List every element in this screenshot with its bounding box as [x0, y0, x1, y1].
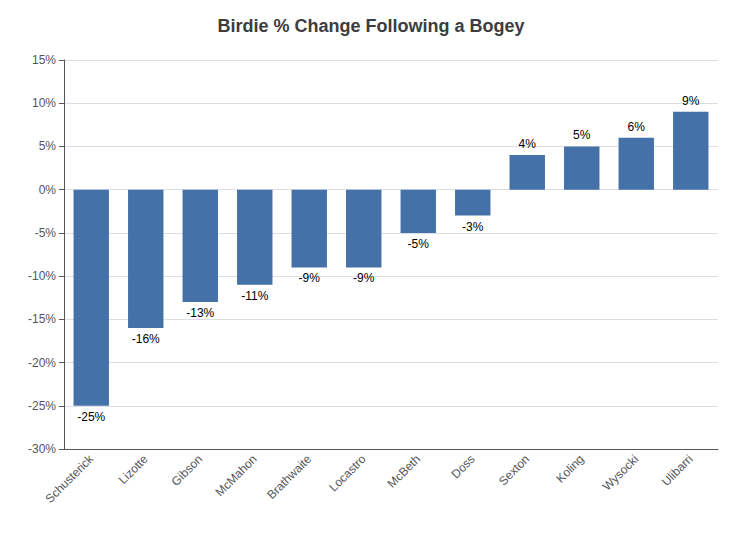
svg-text:Schusterick: Schusterick	[42, 451, 96, 505]
svg-text:Brathwaite: Brathwaite	[264, 452, 314, 502]
svg-text:Wysocki: Wysocki	[600, 452, 641, 493]
svg-text:-11%: -11%	[241, 289, 268, 303]
svg-text:5%: 5%	[39, 139, 57, 153]
svg-text:4%: 4%	[519, 137, 537, 151]
svg-text:-9%: -9%	[353, 271, 375, 285]
svg-text:-16%: -16%	[132, 332, 160, 346]
svg-text:6%: 6%	[628, 120, 646, 134]
svg-text:-25%: -25%	[77, 410, 105, 424]
svg-text:Locastro: Locastro	[326, 452, 369, 495]
svg-text:-13%: -13%	[186, 306, 214, 320]
svg-text:5%: 5%	[573, 128, 591, 142]
svg-text:-9%: -9%	[299, 271, 321, 285]
svg-text:-25%: -25%	[28, 399, 56, 413]
svg-text:Gibson: Gibson	[168, 452, 205, 489]
svg-text:McBeth: McBeth	[385, 452, 424, 491]
svg-text:15%: 15%	[32, 53, 56, 67]
svg-text:Doss: Doss	[448, 452, 477, 481]
svg-text:10%: 10%	[32, 96, 56, 110]
svg-text:0%: 0%	[39, 183, 57, 197]
svg-text:Koling: Koling	[553, 452, 586, 485]
svg-text:-15%: -15%	[28, 312, 56, 326]
svg-text:-5%: -5%	[408, 237, 430, 251]
svg-text:Sexton: Sexton	[496, 452, 532, 488]
svg-text:-30%: -30%	[28, 442, 56, 456]
svg-text:-3%: -3%	[462, 220, 484, 234]
svg-text:9%: 9%	[682, 94, 700, 108]
svg-text:-20%: -20%	[28, 356, 56, 370]
svg-text:-5%: -5%	[35, 226, 57, 240]
svg-text:-10%: -10%	[28, 269, 56, 283]
svg-text:McMahon: McMahon	[213, 452, 260, 499]
svg-text:Ulibarri: Ulibarri	[659, 452, 696, 489]
svg-text:Birdie % Change Following a Bo: Birdie % Change Following a Bogey	[217, 16, 524, 36]
svg-text:Lizotte: Lizotte	[116, 452, 151, 487]
